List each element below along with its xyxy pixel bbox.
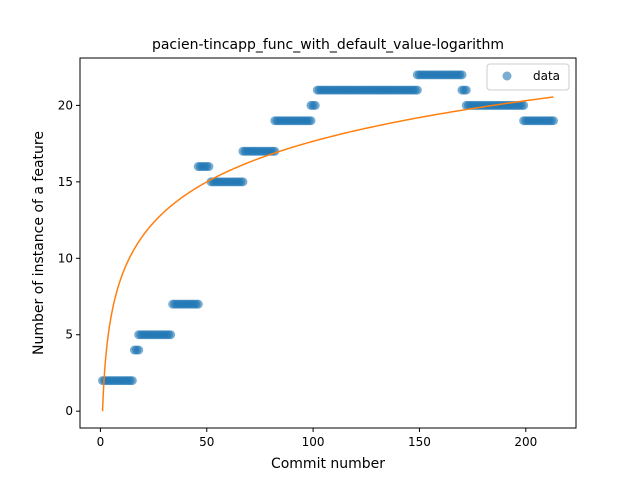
fit-curve (101, 96, 554, 412)
data-point (412, 85, 422, 95)
x-tick-label: 100 (302, 435, 325, 449)
data-point (548, 116, 558, 126)
y-axis-label: Number of instance of a feature (31, 131, 47, 355)
data-point (310, 100, 320, 110)
x-tick-label: 200 (514, 435, 537, 449)
data-point (519, 100, 529, 110)
data-point (461, 85, 471, 95)
chart-title: pacien-tincapp_func_with_default_value-l… (152, 37, 504, 53)
x-tick-label: 150 (408, 435, 431, 449)
legend: data (486, 63, 570, 91)
plot-frame (79, 57, 577, 429)
axis-ticks: 0 50 100 150 200 0 5 10 15 20 (58, 98, 538, 449)
data-point (457, 70, 467, 80)
data-point (204, 162, 214, 172)
data-point (166, 330, 176, 340)
legend-box (486, 63, 570, 91)
data-point (238, 177, 248, 187)
plot-area (98, 70, 558, 412)
legend-label-data: data (533, 69, 560, 83)
y-tick-label: 0 (65, 404, 73, 418)
y-tick-label: 20 (58, 98, 73, 112)
x-axis-label: Commit number (271, 456, 385, 472)
data-point (193, 299, 203, 309)
data-point (127, 376, 137, 386)
y-tick-label: 5 (65, 328, 73, 342)
legend-marker-data (502, 71, 512, 81)
y-tick-label: 15 (58, 175, 73, 189)
data-point (306, 116, 316, 126)
data-point (134, 345, 144, 355)
x-tick-label: 0 (97, 435, 105, 449)
x-tick-label: 50 (199, 435, 214, 449)
y-tick-label: 10 (58, 251, 73, 265)
